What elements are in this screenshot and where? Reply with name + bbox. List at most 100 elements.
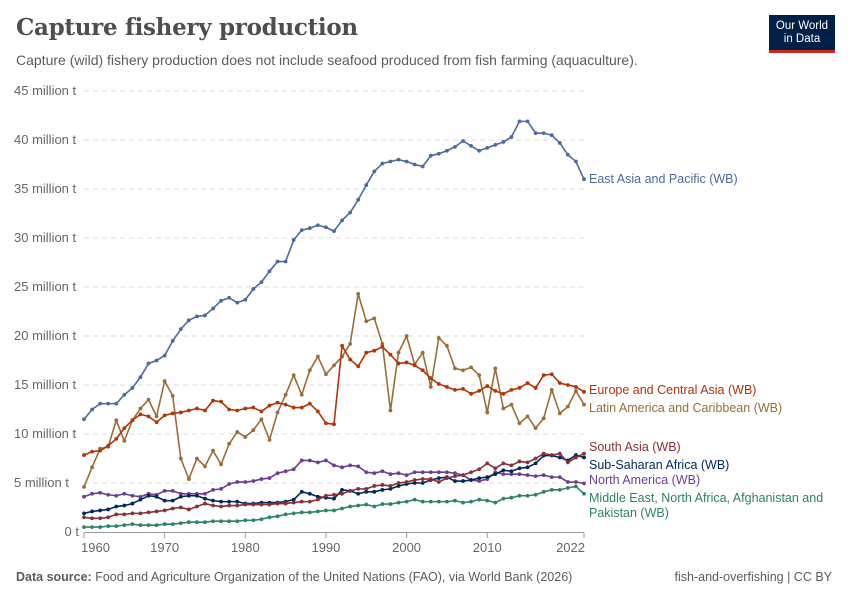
data-point[interactable] — [291, 405, 296, 410]
data-point[interactable] — [428, 385, 433, 389]
data-point[interactable] — [396, 361, 401, 366]
data-point[interactable] — [138, 412, 143, 417]
data-point[interactable] — [356, 364, 361, 369]
data-point[interactable] — [582, 389, 586, 394]
data-point[interactable] — [364, 183, 369, 187]
data-point[interactable] — [477, 479, 482, 483]
data-point[interactable] — [162, 498, 167, 503]
series-north-america-wb-[interactable] — [82, 458, 586, 499]
data-point[interactable] — [340, 487, 344, 492]
data-point[interactable] — [533, 474, 538, 479]
data-point[interactable] — [453, 498, 457, 503]
data-point[interactable] — [291, 373, 296, 378]
data-point[interactable] — [477, 373, 482, 378]
data-point[interactable] — [90, 525, 94, 529]
data-point[interactable] — [178, 410, 183, 415]
data-point[interactable] — [90, 516, 94, 521]
data-point[interactable] — [420, 481, 425, 485]
data-point[interactable] — [485, 498, 490, 503]
data-point[interactable] — [477, 148, 482, 153]
data-point[interactable] — [211, 519, 215, 524]
data-point[interactable] — [82, 494, 86, 499]
data-point[interactable] — [348, 504, 353, 509]
data-point[interactable] — [90, 407, 94, 412]
data-point[interactable] — [372, 504, 377, 509]
data-point[interactable] — [509, 495, 514, 500]
data-point[interactable] — [493, 466, 498, 471]
data-point[interactable] — [251, 428, 256, 432]
data-point[interactable] — [227, 499, 232, 504]
data-point[interactable] — [453, 144, 457, 149]
data-point[interactable] — [98, 516, 103, 521]
data-point[interactable] — [315, 354, 320, 359]
data-point[interactable] — [420, 164, 425, 169]
data-point[interactable] — [396, 350, 401, 355]
data-point[interactable] — [428, 499, 433, 504]
data-point[interactable] — [82, 525, 86, 529]
data-point[interactable] — [332, 229, 336, 234]
data-point[interactable] — [541, 451, 546, 456]
data-point[interactable] — [565, 383, 570, 387]
data-point[interactable] — [130, 511, 135, 516]
series-sub-saharan-africa-wb-[interactable] — [82, 453, 586, 516]
data-point[interactable] — [243, 297, 248, 302]
data-point[interactable] — [315, 223, 320, 228]
data-point[interactable] — [582, 491, 586, 496]
data-point[interactable] — [501, 496, 506, 501]
data-point[interactable] — [436, 336, 441, 340]
data-point[interactable] — [114, 524, 119, 529]
data-point[interactable] — [549, 475, 554, 480]
data-point[interactable] — [90, 491, 94, 496]
data-point[interactable] — [574, 480, 578, 484]
data-point[interactable] — [332, 496, 336, 501]
data-point[interactable] — [154, 523, 159, 528]
data-point[interactable] — [453, 366, 457, 371]
data-point[interactable] — [291, 497, 296, 502]
data-point[interactable] — [227, 482, 232, 486]
data-point[interactable] — [348, 463, 353, 468]
data-point[interactable] — [565, 404, 570, 409]
data-point[interactable] — [380, 469, 385, 474]
data-point[interactable] — [259, 409, 264, 414]
data-point[interactable] — [235, 519, 240, 524]
data-point[interactable] — [283, 402, 288, 407]
data-point[interactable] — [364, 350, 369, 355]
data-point[interactable] — [146, 414, 151, 419]
data-point[interactable] — [525, 381, 530, 385]
data-point[interactable] — [453, 474, 457, 479]
data-point[interactable] — [195, 520, 199, 525]
data-point[interactable] — [380, 341, 385, 346]
series-label-north-america[interactable]: North America (WB) — [589, 473, 701, 487]
series-line[interactable] — [83, 120, 585, 420]
data-point[interactable] — [380, 483, 385, 487]
data-point[interactable] — [154, 494, 159, 499]
data-point[interactable] — [195, 493, 199, 498]
data-point[interactable] — [227, 295, 232, 300]
data-point[interactable] — [186, 493, 191, 498]
series-middle-east-north-africa-afghanistan-and-pakistan-wb-[interactable] — [82, 484, 586, 529]
data-point[interactable] — [114, 401, 119, 406]
data-point[interactable] — [170, 522, 175, 527]
data-point[interactable] — [461, 473, 465, 478]
data-point[interactable] — [275, 259, 280, 264]
data-point[interactable] — [130, 418, 135, 423]
data-point[interactable] — [178, 494, 183, 499]
data-point[interactable] — [283, 469, 288, 474]
data-point[interactable] — [372, 348, 377, 353]
data-point[interactable] — [445, 499, 449, 504]
data-point[interactable] — [283, 392, 288, 397]
data-point[interactable] — [122, 392, 127, 397]
data-point[interactable] — [396, 471, 401, 476]
data-point[interactable] — [412, 481, 417, 485]
data-point[interactable] — [557, 455, 562, 460]
data-point[interactable] — [307, 499, 312, 504]
data-point[interactable] — [114, 512, 119, 517]
data-point[interactable] — [211, 398, 215, 403]
data-point[interactable] — [219, 298, 223, 303]
data-point[interactable] — [461, 139, 465, 143]
data-point[interactable] — [219, 504, 223, 509]
data-point[interactable] — [469, 478, 473, 482]
data-point[interactable] — [396, 157, 401, 162]
data-point[interactable] — [203, 501, 207, 506]
data-point[interactable] — [461, 387, 465, 391]
